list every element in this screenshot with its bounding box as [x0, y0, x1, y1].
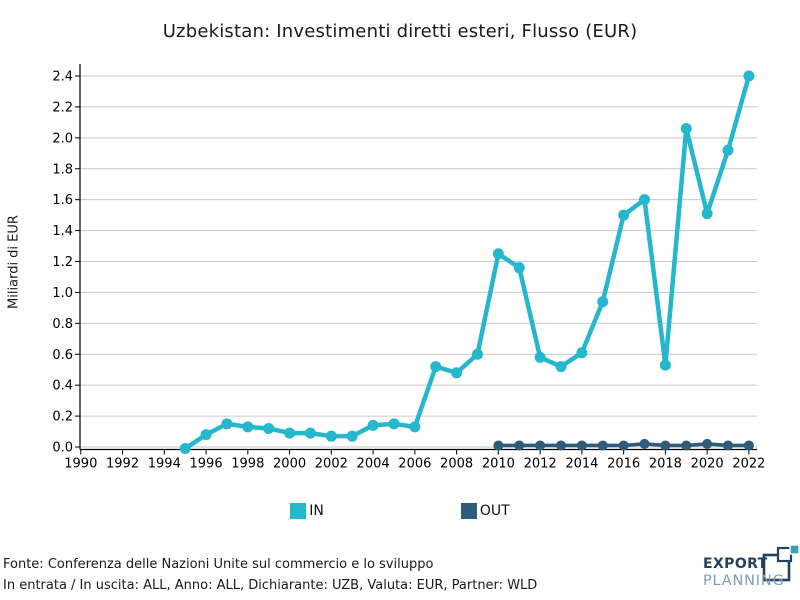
x-tick-label: 1994: [148, 457, 181, 472]
y-tick-label: 1.8: [52, 162, 73, 177]
legend-label-in: IN: [309, 503, 324, 519]
x-tick-label: 2000: [273, 457, 306, 472]
data-point-out: [702, 438, 713, 449]
brand-name-planning: PLANNING: [703, 573, 785, 589]
y-tick-label: 0.2: [52, 410, 73, 425]
source-text: Fonte: Conferenza delle Nazioni Unite su…: [3, 557, 434, 572]
legend-swatch-in-icon: [290, 503, 307, 519]
x-tick-label: 2020: [691, 457, 724, 472]
data-point-in: [659, 359, 671, 371]
brand-text: EXPORT PLANNING: [703, 556, 785, 589]
x-tick-label: 2006: [398, 457, 431, 472]
x-tick-label: 2008: [440, 457, 473, 472]
data-point-out: [576, 440, 587, 451]
x-tick-label: 1992: [106, 457, 139, 472]
y-tick-label: 0.8: [52, 317, 73, 332]
data-point-in: [367, 419, 379, 431]
data-point-in: [451, 367, 463, 379]
data-point-in: [576, 347, 588, 359]
line-chart-plot: 0.0 0.2 0.4 0.6 0.8 1.0 1.2 1.4 1.6 1.8 2.0 2.2 2.4 1…: [52, 64, 765, 472]
data-point-out: [535, 440, 546, 451]
x-tick-label: 2018: [649, 457, 682, 472]
data-point-in: [471, 348, 483, 360]
legend-swatch-out-icon: [460, 503, 477, 519]
data-point-out: [618, 440, 629, 451]
data-point-in: [263, 422, 275, 434]
y-tick-label: 0.0: [52, 441, 73, 456]
x-tick-label: 2014: [565, 457, 598, 472]
data-point-in: [409, 421, 421, 433]
brand-name-export: EXPORT: [703, 556, 768, 572]
data-point-in: [597, 296, 609, 308]
y-tick-label: 1.0: [52, 286, 73, 301]
filters-text: In entrata / In uscita: ALL, Anno: ALL, …: [3, 578, 538, 593]
data-point-out: [743, 440, 754, 451]
data-point-in: [513, 262, 525, 274]
y-tick-label: 0.6: [52, 348, 73, 363]
x-tick-label: 1996: [190, 457, 223, 472]
data-point-in: [680, 123, 692, 135]
data-point-in: [701, 208, 713, 220]
x-tick-label: 2002: [315, 457, 348, 472]
y-tick-label: 1.2: [52, 255, 73, 270]
export-planning-logo: EXPORT PLANNING: [700, 544, 800, 596]
y-tick-label: 1.6: [52, 193, 73, 208]
legend-item-in: IN: [290, 503, 324, 519]
data-point-in: [284, 427, 296, 439]
nested-squares-icon: [762, 544, 800, 582]
data-point-out: [514, 440, 525, 451]
data-point-in: [242, 421, 254, 433]
data-point-in: [555, 361, 567, 373]
data-point-in: [179, 443, 191, 455]
data-point-in: [221, 418, 233, 430]
data-point-out: [639, 438, 650, 449]
data-point-in: [618, 209, 630, 221]
chart-legend: IN OUT: [0, 503, 800, 519]
data-point-in: [743, 70, 755, 82]
page-title: Uzbekistan: Investimenti diretti esteri,…: [162, 21, 638, 42]
legend-label-out: OUT: [479, 503, 510, 519]
chart-footer: Fonte: Conferenza delle Nazioni Unite su…: [3, 554, 537, 596]
data-point-in: [346, 430, 358, 442]
data-point-in: [304, 427, 316, 439]
data-point-in: [325, 430, 337, 442]
x-tick-label: 2010: [482, 457, 515, 472]
series-line-in: [182, 73, 752, 451]
x-tick-label: 1990: [64, 457, 97, 472]
data-point-out: [660, 440, 671, 451]
legend-item-out: OUT: [460, 503, 510, 519]
data-point-out: [493, 440, 504, 451]
data-point-out: [597, 440, 608, 451]
data-point-out: [723, 440, 734, 451]
data-point-in: [722, 144, 734, 156]
data-point-in: [534, 351, 546, 363]
x-tick-label: 2004: [357, 457, 390, 472]
data-point-in: [492, 248, 504, 260]
y-tick-label: 2.4: [52, 70, 73, 85]
y-tick-label: 2.0: [52, 131, 73, 146]
x-tick-label: 1998: [231, 457, 264, 472]
x-tick-label: 2022: [732, 457, 765, 472]
x-tick-label: 2016: [607, 457, 640, 472]
data-point-in: [200, 429, 212, 441]
data-point-out: [555, 440, 566, 451]
y-tick-label: 0.4: [52, 379, 73, 394]
y-tick-label: 2.2: [52, 100, 73, 115]
data-point-in: [639, 194, 651, 206]
data-point-out: [681, 440, 692, 451]
data-point-in: [430, 361, 442, 373]
x-tick-label: 2012: [524, 457, 557, 472]
data-point-in: [388, 418, 400, 430]
y-tick-label: 1.4: [52, 224, 73, 239]
